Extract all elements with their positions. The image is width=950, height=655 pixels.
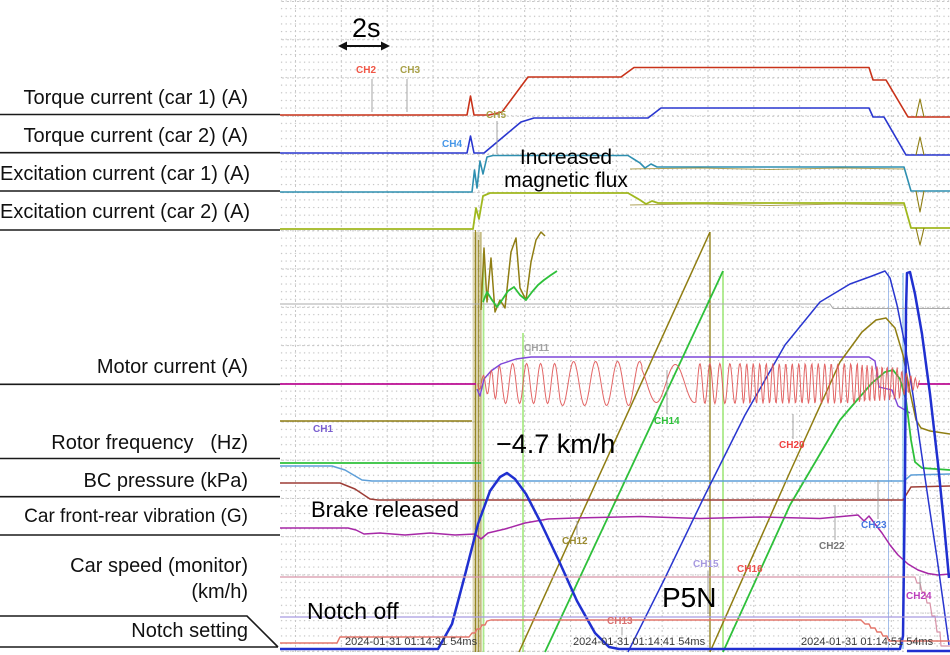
annotation-brake: Brake released	[311, 497, 459, 522]
trace-motor_current_ac	[477, 360, 921, 407]
trace-excitation_noise_overlay	[629, 203, 905, 206]
panel-label-9: (km/h)	[191, 581, 248, 603]
trace-car_speed_actual	[627, 270, 950, 653]
channel-marker-ch12: CH12	[562, 536, 588, 547]
signal-traces	[280, 66, 950, 653]
annotation-flux: Increased magnetic flux	[504, 146, 628, 192]
trace-torque_current_car2	[280, 107, 950, 156]
panel-divider-lines	[0, 113, 280, 648]
trace-excitation_noise_overlay	[629, 167, 905, 170]
panel-label-3: Excitation current (car 2) (A)	[0, 201, 251, 223]
trace-event_glitch_spikes	[915, 136, 925, 156]
notch-setting-box	[0, 615, 279, 648]
trace-event_glitch_spikes	[915, 190, 925, 213]
panel-label-2: Excitation current (car 1) (A)	[0, 163, 251, 185]
channel-marker-ch14: CH14	[654, 416, 680, 427]
trace-excitation_current_car1	[280, 154, 950, 193]
trace-event_glitch_spikes	[915, 227, 925, 246]
trace-rotor_frequency_green	[544, 270, 724, 653]
arrow-head-left	[338, 41, 347, 51]
trace-motor_current_peak_olive	[709, 317, 950, 653]
channel-marker-ch5: CH5	[486, 110, 507, 121]
event-burst	[472, 232, 482, 652]
annotation-time-scale: 2s	[352, 13, 381, 43]
channel-marker-ch20: CH20	[779, 440, 805, 451]
trace-motor_current_peak_olive	[480, 231, 546, 313]
panel-label-0: Torque current (car 1) (A)	[23, 87, 248, 109]
trace-torque_current_car1	[280, 66, 950, 118]
annotation-notch-off: Notch off	[307, 598, 399, 624]
channel-marker-ch11: CH11	[524, 343, 550, 354]
trace-reference_line	[280, 303, 950, 309]
timestamp-2: 2024-01-31 01:14:51 54ms	[801, 636, 934, 648]
panel-label-6: BC pressure (kPa)	[83, 470, 249, 492]
panel-label-5: Rotor frequency (Hz)	[51, 432, 248, 454]
trace-bc_pressure	[280, 465, 950, 482]
trace-car_speed_monitor	[280, 270, 950, 651]
trace-car_vibration	[280, 514, 950, 576]
channel-marker-ch3: CH3	[400, 65, 421, 76]
trace-rotor_frequency_violet	[476, 356, 911, 414]
channel-marker-ch1: CH1	[313, 424, 334, 435]
channel-marker-ch23: CH23	[861, 520, 887, 531]
channel-marker-ch2: CH2	[356, 65, 377, 76]
timestamp-0: 2024-01-31 01:14:31 54ms	[345, 636, 478, 648]
annotation-p5n: P5N	[662, 582, 717, 613]
panel-label-4: Motor current (A)	[96, 356, 248, 378]
channel-marker-ch24: CH24	[906, 591, 932, 602]
timestamp-1: 2024-01-31 01:14:41 54ms	[573, 636, 706, 648]
panel-label-7: Car front-rear vibration (G)	[24, 506, 248, 527]
channel-marker-ch22: CH22	[819, 541, 845, 552]
channel-marker-ch13: CH13	[607, 616, 633, 627]
trace-motor_current_peak_olive	[518, 231, 711, 653]
trace-bc_pressure_car2	[280, 482, 950, 501]
trace-rotor_frequency_green	[482, 270, 558, 308]
trace-event_glitch_spikes	[915, 98, 925, 118]
trace-notch_setting_trace	[280, 619, 950, 644]
panel-label-8: Car speed (monitor)	[70, 555, 248, 577]
channel-pointer-lines	[371, 79, 921, 635]
trace-speed_reference_pink	[280, 576, 950, 647]
time-scale-arrow	[338, 41, 390, 51]
panel-label-10: Notch setting	[131, 620, 248, 642]
dot-grid-background	[280, 0, 950, 655]
arrow-head-right	[381, 41, 390, 51]
annotation-speed-rollback: −4.7 km/h	[496, 429, 616, 459]
trace-excitation_current_car2	[280, 192, 950, 230]
channel-marker-ch15: CH15	[693, 559, 719, 570]
channel-marker-ch4: CH4	[442, 139, 463, 150]
panel-label-1: Torque current (car 2) (A)	[23, 125, 248, 147]
channel-marker-ch16: CH16	[737, 564, 763, 575]
